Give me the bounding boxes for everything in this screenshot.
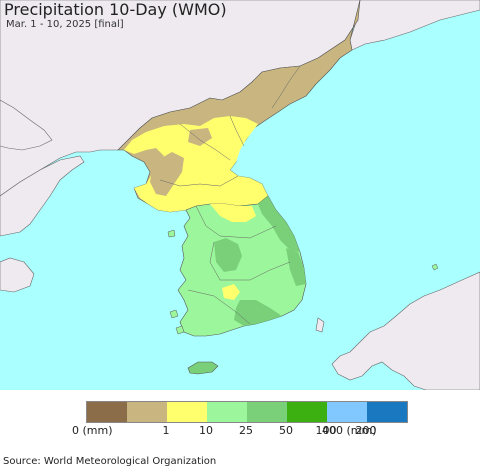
legend-colorbar (86, 401, 408, 423)
jeju-island (187, 361, 219, 375)
sk-50mm-south (234, 300, 282, 326)
legend-label-3: 25 (239, 424, 253, 437)
legend-label-0: 0 (mm) (72, 424, 113, 437)
sk-10mm-south (222, 284, 240, 300)
sk-50mm-east (258, 196, 300, 252)
legend-swatch-4 (247, 402, 287, 422)
legend-label-5: 100 (315, 424, 337, 437)
legend-swatch-7 (367, 402, 407, 422)
legend-label-7: 400 (mm) (322, 424, 377, 437)
liaodong-coast (0, 155, 85, 237)
island-a (169, 309, 179, 319)
legend-label-2: 10 (199, 424, 213, 437)
legend-swatch-0 (87, 402, 127, 422)
nk-1mm-patch2 (188, 128, 212, 146)
legend-swatch-1 (127, 402, 167, 422)
precipitation-map (0, 0, 480, 390)
sk-50mm-east2 (286, 248, 306, 286)
legend-swatch-2 (167, 402, 207, 422)
island-b (175, 325, 185, 335)
date-range: Mar. 1 - 10, 2025 [final] (6, 19, 124, 30)
legend-swatch-5 (287, 402, 327, 422)
shandong-coast (0, 257, 35, 293)
japan-land (331, 271, 480, 390)
island-c (167, 229, 176, 238)
page-title: Precipitation 10-Day (WMO) (4, 0, 227, 19)
source-credit: Source: World Meteorological Organizatio… (3, 456, 217, 467)
legend-labels: 0 (mm) 1 10 25 50 100 200 400 (mm) (0, 424, 480, 438)
russia-land (349, 0, 480, 51)
legend-label-6: 200 (355, 424, 377, 437)
legend-label-1: 1 (162, 424, 170, 437)
sk-50mm-central (214, 238, 242, 272)
bohai-coast (0, 99, 53, 151)
sk-10mm-north (210, 204, 256, 222)
tsushima-island (315, 317, 325, 333)
legend-label-4: 50 (279, 424, 293, 437)
legend-swatch-6 (327, 402, 367, 422)
admin-boundaries (159, 65, 301, 325)
nk-1mm-patch (150, 152, 184, 196)
ulleung-island (431, 263, 439, 271)
legend-swatch-3 (207, 402, 247, 422)
